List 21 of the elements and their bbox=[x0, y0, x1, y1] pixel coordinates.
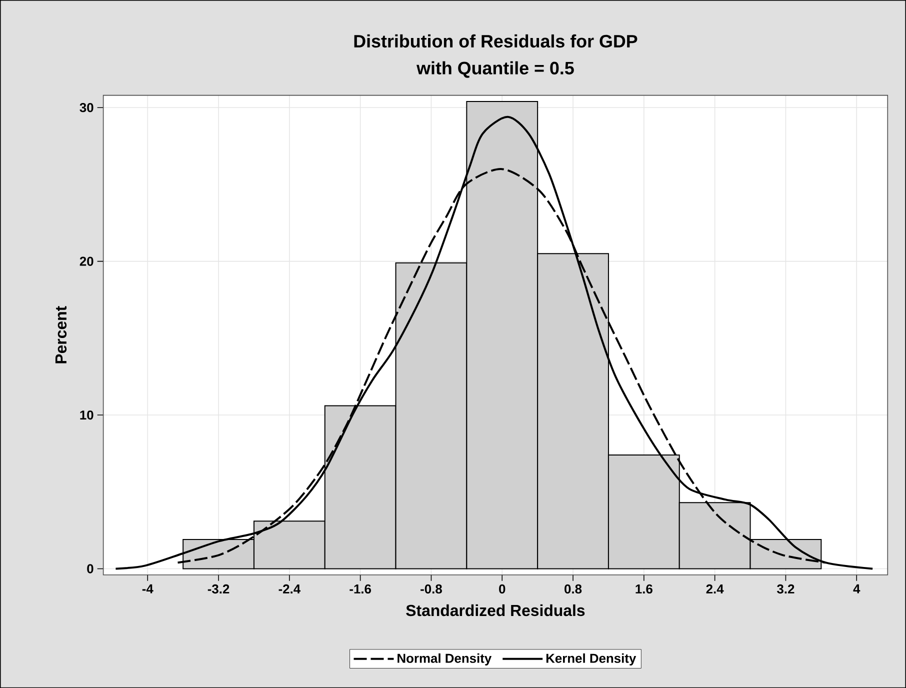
x-tick-label: -4 bbox=[142, 584, 154, 594]
y-tick-label: 20 bbox=[80, 256, 94, 266]
x-tick-label: -1.6 bbox=[350, 584, 372, 594]
legend-label: Normal Density bbox=[398, 653, 492, 666]
legend-label: Kernel Density bbox=[546, 653, 636, 666]
y-tick-label: 10 bbox=[80, 410, 94, 420]
x-tick-label: 1.6 bbox=[636, 584, 652, 594]
x-axis-title: Standardized Residuals bbox=[406, 604, 585, 616]
y-tick-label: 30 bbox=[80, 102, 94, 112]
x-tick-label: 0.8 bbox=[564, 584, 582, 594]
chart-subtitle: with Quantile = 0.5 bbox=[416, 61, 574, 78]
x-tick-label: 4 bbox=[853, 584, 860, 594]
x-tick-label: -2.4 bbox=[278, 584, 301, 594]
x-tick-label: 2.4 bbox=[706, 584, 724, 594]
x-tick-label: -0.8 bbox=[420, 584, 442, 594]
chart-title: Distribution of Residuals for GDP bbox=[354, 34, 638, 48]
y-tick-label: 0 bbox=[87, 564, 94, 574]
x-tick-label: 3.2 bbox=[777, 584, 794, 594]
x-tick-label: -3.2 bbox=[208, 584, 230, 594]
y-axis-title: Percent bbox=[55, 306, 67, 364]
x-tick-label: 0 bbox=[499, 584, 506, 594]
